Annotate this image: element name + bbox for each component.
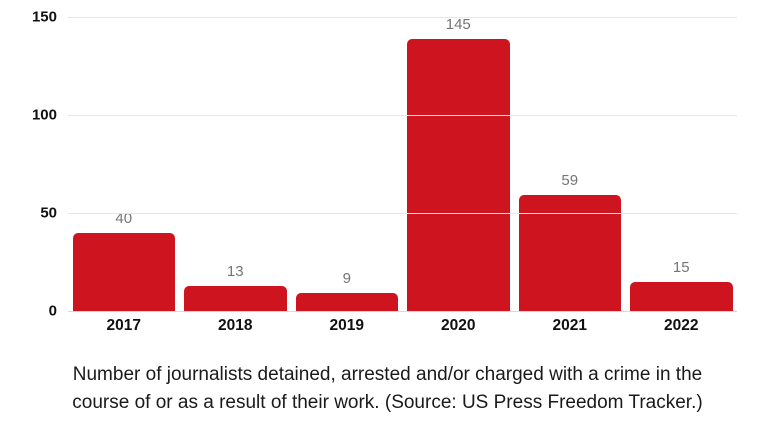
bar-column: 145: [403, 17, 515, 311]
bar-2017: [72, 232, 175, 311]
bar-column: 9: [291, 17, 403, 311]
gridline: [68, 213, 737, 214]
chart-caption: Number of journalists detained, arrested…: [0, 361, 775, 417]
bar-value-label: 59: [561, 172, 579, 190]
bar-2020: [407, 39, 510, 311]
x-tick-label: 2022: [664, 317, 699, 334]
bar-2021: [518, 195, 621, 311]
bar-value-label: 9: [342, 270, 351, 288]
caption-line-1: Number of journalists detained, arrested…: [72, 364, 703, 385]
y-tick-label: 50: [40, 204, 57, 222]
x-axis-labels: 2017 2018 2019 2020 2021 2022: [68, 317, 737, 335]
x-tick-label: 2017: [106, 317, 141, 334]
gridline: [68, 17, 737, 18]
bar-column: 59: [514, 17, 626, 311]
bar-column: 15: [626, 17, 738, 311]
bar-value-label: 15: [672, 258, 690, 276]
y-tick-label: 100: [31, 106, 57, 124]
bar-value-label: 40: [115, 209, 133, 227]
x-tick-label: 2019: [329, 317, 364, 334]
x-tick-label: 2021: [552, 317, 587, 334]
bar-column: 13: [180, 17, 292, 311]
x-tick-label: 2020: [441, 317, 476, 334]
bar-value-label: 145: [445, 16, 471, 33]
y-tick-label: 0: [48, 302, 57, 320]
x-tick-label: 2018: [218, 317, 253, 334]
bar-column: 40: [68, 17, 180, 311]
bar-value-label: 13: [226, 262, 244, 280]
bar-2018: [184, 285, 287, 311]
bars-row: 40 13 9 145 59 15: [68, 17, 737, 311]
x-axis-line: [68, 311, 737, 312]
bar-2022: [630, 281, 733, 311]
plot-area: 40 13 9 145 59 15 0 50 100 150: [32, 9, 737, 320]
y-tick-label: 150: [31, 8, 57, 26]
gridline: [68, 115, 737, 116]
caption-line-2: course of or as a result of their work. …: [72, 392, 703, 413]
bar-2019: [295, 293, 398, 311]
